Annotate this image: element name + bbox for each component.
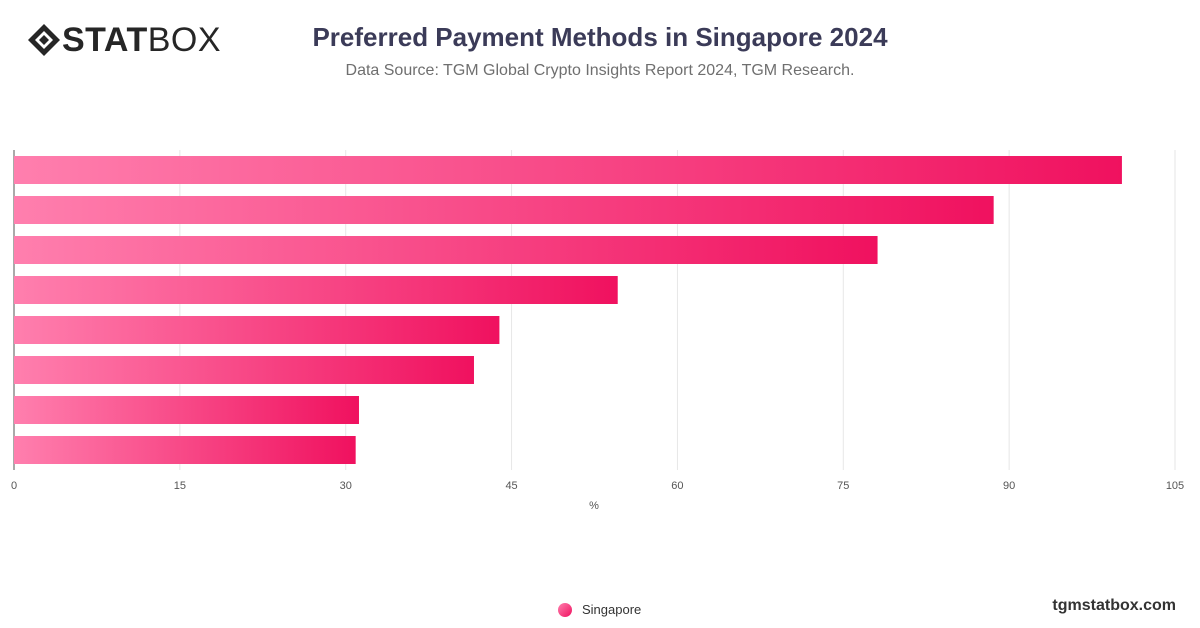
x-axis-ticks: 0 15 30 45 60 75 90 105 xyxy=(11,480,1184,492)
chart-title: Preferred Payment Methods in Singapore 2… xyxy=(312,22,888,52)
statbox-logo: STATBOX xyxy=(26,22,221,58)
x-tick-label: 75 xyxy=(837,480,849,492)
legend[interactable]: Singapore xyxy=(558,602,641,617)
legend-label-singapore: Singapore xyxy=(582,602,642,617)
x-tick-label: 60 xyxy=(671,480,683,492)
diamond-logo-icon xyxy=(28,24,60,56)
site-url: tgmstatbox.com xyxy=(1052,597,1176,614)
x-tick-label: 105 xyxy=(1166,480,1184,492)
bar[interactable] xyxy=(14,276,618,304)
bar[interactable] xyxy=(14,436,356,464)
bar[interactable] xyxy=(14,396,359,424)
bars xyxy=(14,156,1122,464)
logo-wordmark-light: BOX xyxy=(147,21,222,59)
chart-subtitle: Data Source: TGM Global Crypto Insights … xyxy=(345,62,855,79)
bar[interactable] xyxy=(14,316,500,344)
bar[interactable] xyxy=(14,236,878,264)
logo-wordmark: STATBOX xyxy=(62,22,221,58)
x-tick-label: 0 xyxy=(11,480,17,492)
x-tick-label: 45 xyxy=(505,480,517,492)
x-axis-label: % xyxy=(589,500,599,512)
bar[interactable] xyxy=(14,196,994,224)
x-tick-label: 15 xyxy=(174,480,186,492)
x-tick-label: 90 xyxy=(1003,480,1015,492)
logo-wordmark-bold: STAT xyxy=(62,21,148,59)
x-tick-label: 30 xyxy=(340,480,352,492)
bar[interactable] xyxy=(14,156,1122,184)
circle-marker-icon xyxy=(558,602,572,617)
bar[interactable] xyxy=(14,356,474,384)
